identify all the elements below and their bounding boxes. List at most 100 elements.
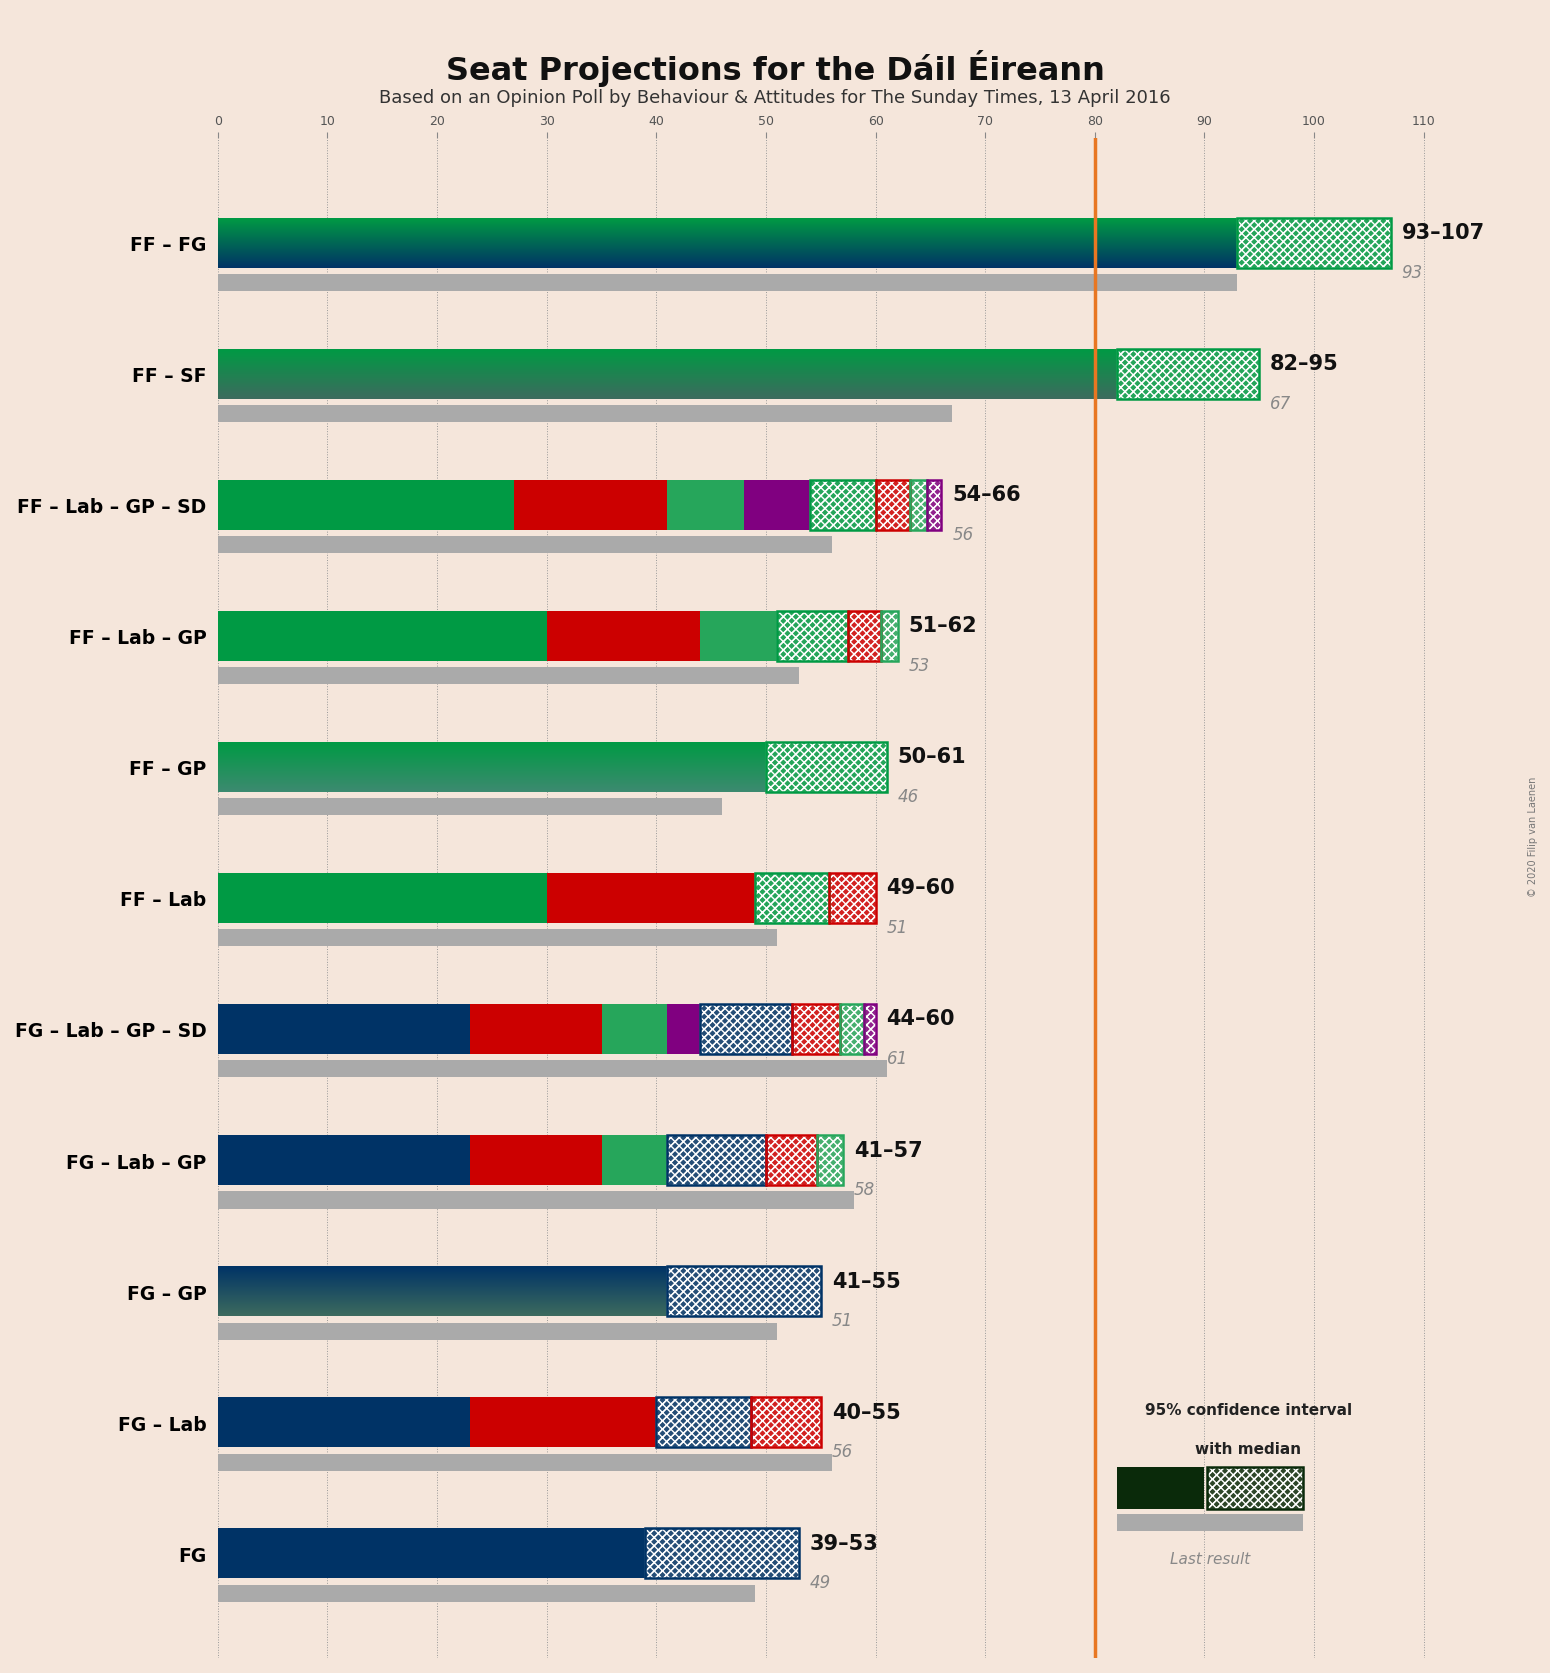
Bar (863, 1004, 876, 1054)
Bar (809, 480, 876, 530)
Text: 39–53: 39–53 (809, 1532, 879, 1553)
Bar (668, 1136, 766, 1184)
Bar (219, 930, 777, 947)
Text: 93–107: 93–107 (1401, 223, 1485, 243)
Text: Last result: Last result (1170, 1551, 1249, 1566)
Bar (777, 612, 848, 661)
Bar (829, 873, 876, 923)
Bar (863, 1004, 876, 1054)
Text: 56: 56 (832, 1442, 852, 1461)
Bar (910, 480, 927, 530)
Bar (219, 1191, 854, 1210)
Bar (1116, 1514, 1304, 1531)
Text: Seat Projections for the Dáil Éireann: Seat Projections for the Dáil Éireann (445, 50, 1105, 87)
Bar (656, 1397, 750, 1447)
Text: 40–55: 40–55 (832, 1402, 901, 1422)
Bar (219, 798, 722, 816)
Text: 41–57: 41–57 (854, 1139, 922, 1159)
Bar (219, 480, 515, 530)
Bar (809, 480, 876, 530)
Bar (766, 1136, 817, 1184)
Bar (219, 274, 1237, 293)
Bar (766, 1136, 817, 1184)
Text: 95% confidence interval: 95% confidence interval (1145, 1402, 1352, 1417)
Bar (848, 612, 880, 661)
Bar (1237, 219, 1390, 268)
Bar (927, 480, 941, 530)
Bar (1237, 219, 1390, 268)
Text: 67: 67 (1269, 395, 1291, 412)
Text: 61: 61 (887, 1049, 908, 1067)
Bar (744, 480, 809, 530)
Text: 58: 58 (854, 1179, 874, 1198)
Text: 44–60: 44–60 (887, 1009, 955, 1029)
Bar (668, 1266, 822, 1317)
Text: 49: 49 (809, 1573, 831, 1591)
Bar (863, 1004, 876, 1054)
Bar (880, 612, 897, 661)
Bar (219, 1397, 470, 1447)
Bar (1116, 350, 1259, 400)
Bar (876, 480, 910, 530)
Bar (750, 1397, 822, 1447)
Bar (766, 1136, 817, 1184)
Bar (840, 1004, 863, 1054)
Bar (668, 1266, 822, 1317)
Bar (656, 1397, 750, 1447)
Bar (219, 537, 832, 554)
Bar (766, 743, 887, 793)
Bar (219, 1323, 777, 1340)
Bar (910, 480, 927, 530)
Bar (880, 612, 897, 661)
Bar (792, 1004, 840, 1054)
Bar (817, 1136, 843, 1184)
Bar (792, 1004, 840, 1054)
Bar (848, 612, 880, 661)
Bar (755, 873, 829, 923)
Bar (219, 873, 547, 923)
Bar (777, 612, 848, 661)
Bar (755, 873, 829, 923)
Bar (1206, 1467, 1304, 1509)
Bar (668, 1266, 822, 1317)
Bar (792, 1004, 840, 1054)
Bar (755, 873, 829, 923)
Bar (927, 480, 941, 530)
Text: 51: 51 (832, 1312, 852, 1328)
Bar (1206, 1467, 1304, 1509)
Bar (668, 1136, 766, 1184)
Bar (1116, 350, 1259, 400)
Bar (601, 1004, 668, 1054)
Bar (863, 1004, 876, 1054)
Bar (219, 668, 798, 684)
Text: 56: 56 (952, 525, 973, 544)
Bar (840, 1004, 863, 1054)
Bar (219, 1136, 470, 1184)
Bar (792, 1004, 840, 1054)
Bar (701, 1004, 792, 1054)
Bar (817, 1136, 843, 1184)
Bar (645, 1529, 798, 1578)
Bar (1116, 1467, 1204, 1509)
Text: 49–60: 49–60 (887, 878, 955, 898)
Bar (701, 1004, 792, 1054)
Bar (848, 612, 880, 661)
Bar (1206, 1467, 1304, 1509)
Bar (927, 480, 941, 530)
Bar (876, 480, 910, 530)
Bar (645, 1529, 798, 1578)
Bar (750, 1397, 822, 1447)
Bar (750, 1397, 822, 1447)
Bar (840, 1004, 863, 1054)
Bar (701, 1004, 792, 1054)
Text: 41–55: 41–55 (832, 1271, 901, 1292)
Bar (1237, 219, 1390, 268)
Bar (766, 743, 887, 793)
Bar (848, 612, 880, 661)
Bar (840, 1004, 863, 1054)
Bar (668, 480, 744, 530)
Text: 46: 46 (897, 788, 919, 805)
Bar (601, 1136, 668, 1184)
Bar (755, 873, 829, 923)
Bar (766, 743, 887, 793)
